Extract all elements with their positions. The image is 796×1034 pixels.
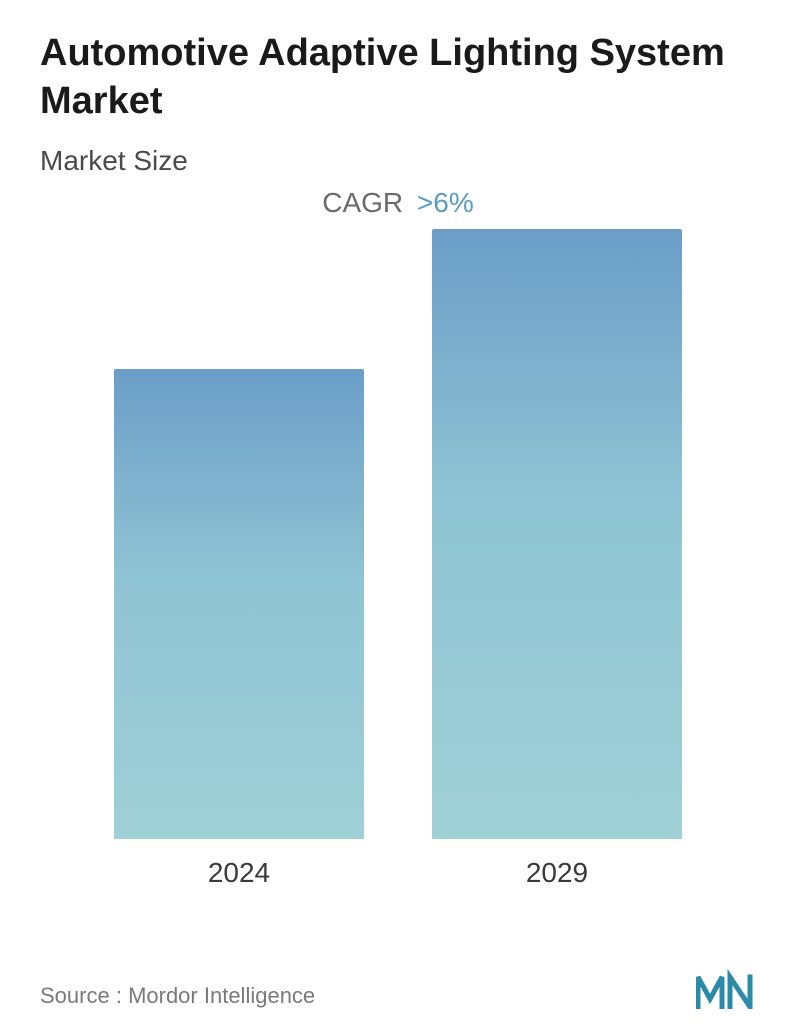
source-label: Source :: [40, 983, 122, 1008]
chart-subtitle: Market Size: [40, 145, 756, 177]
source-value: Mordor Intelligence: [128, 983, 315, 1008]
bar-group-2024: 2024: [96, 369, 382, 889]
bar-label-2029: 2029: [526, 857, 588, 889]
bar-2024: [114, 369, 364, 839]
bar-label-2024: 2024: [208, 857, 270, 889]
source-text: Source : Mordor Intelligence: [40, 983, 315, 1009]
chart-title: Automotive Adaptive Lighting System Mark…: [40, 30, 756, 125]
cagr-value: >6%: [417, 187, 474, 218]
mn-logo-icon: [696, 969, 756, 1009]
bar-2029: [432, 229, 682, 839]
cagr-row: CAGR >6%: [40, 187, 756, 219]
bar-group-2029: 2029: [414, 229, 700, 889]
chart-footer: Source : Mordor Intelligence: [40, 969, 756, 1009]
bar-chart: 2024 2029: [40, 249, 756, 889]
cagr-label: CAGR: [322, 187, 403, 218]
